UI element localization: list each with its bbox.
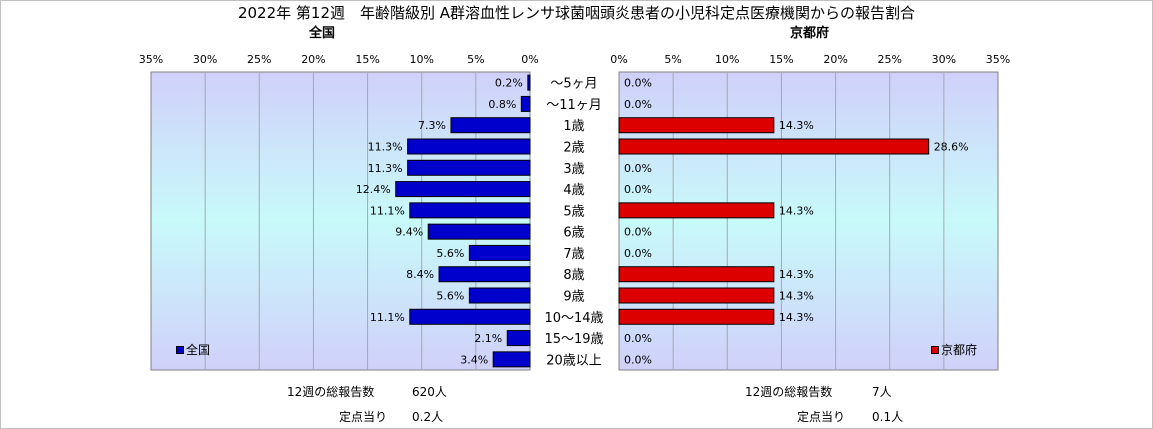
- category-label: 6歳: [563, 226, 584, 241]
- kyoto-per-site-value: 0.1人: [872, 410, 904, 424]
- category-label: 1歳: [563, 119, 584, 134]
- category-label: 4歳: [563, 183, 584, 198]
- kyoto-data-label: 28.6%: [934, 141, 969, 154]
- national-bar: [438, 266, 531, 283]
- category-label: 20歳以上: [546, 353, 602, 368]
- national-data-label: 5.6%: [436, 290, 464, 303]
- category-label: ～5ヶ月: [550, 77, 597, 92]
- kyoto-total-label: 12週の総報告数: [745, 385, 833, 399]
- national-bar: [407, 159, 531, 176]
- national-bar: [506, 330, 531, 347]
- national-tick-label: 5%: [467, 53, 484, 66]
- national-data-label: 0.2%: [495, 77, 523, 90]
- national-bar: [492, 351, 531, 368]
- national-total-value: 620人: [412, 385, 447, 399]
- category-label: 2歳: [563, 141, 584, 156]
- kyoto-tick-label: 30%: [932, 53, 956, 66]
- kyoto-data-label: 0.0%: [624, 183, 652, 196]
- national-legend-swatch: [176, 345, 184, 354]
- national-tick-label: 30%: [193, 53, 217, 66]
- national-data-label: 12.4%: [356, 183, 391, 196]
- kyoto-data-label: 0.0%: [624, 98, 652, 111]
- kyoto-data-label: 0.0%: [624, 77, 652, 90]
- kyoto-data-label: 0.0%: [624, 226, 652, 239]
- kyoto-bar: [618, 138, 930, 155]
- national-bar: [395, 181, 531, 198]
- national-plot-area: [150, 71, 531, 371]
- category-label: 3歳: [563, 162, 584, 177]
- national-bar: [407, 138, 531, 155]
- national-legend-label: 全国: [186, 343, 211, 357]
- kyoto-tick-label: 35%: [986, 53, 1010, 66]
- kyoto-tick-label: 5%: [664, 53, 681, 66]
- national-data-label: 11.1%: [370, 311, 405, 324]
- national-tick-label: 15%: [355, 53, 379, 66]
- kyoto-data-label: 14.3%: [779, 204, 814, 217]
- national-data-label: 3.4%: [460, 353, 488, 366]
- kyoto-data-label: 14.3%: [779, 119, 814, 132]
- national-data-label: 9.4%: [395, 226, 423, 239]
- national-per-site-value: 0.2人: [412, 410, 444, 424]
- kyoto-bar: [618, 287, 775, 304]
- national-data-label: 0.8%: [488, 98, 516, 111]
- national-tick-label: 35%: [139, 53, 163, 66]
- kyoto-data-label: 14.3%: [779, 290, 814, 303]
- kyoto-tick-label: 10%: [715, 53, 739, 66]
- national-data-label: 5.6%: [436, 247, 464, 260]
- kyoto-legend-label: 京都府: [941, 343, 978, 357]
- national-tick-label: 25%: [247, 53, 271, 66]
- kyoto-total-value: 7人: [872, 385, 892, 399]
- category-label: 8歳: [563, 268, 584, 283]
- kyoto-tick-label: 0%: [610, 53, 627, 66]
- kyoto-tick-label: 20%: [823, 53, 847, 66]
- national-tick-label: 10%: [409, 53, 433, 66]
- kyoto-legend: 京都府: [931, 341, 977, 358]
- kyoto-data-label: 0.0%: [624, 162, 652, 175]
- national-per-site-label: 定点当り: [339, 410, 388, 424]
- kyoto-data-label: 14.3%: [779, 268, 814, 281]
- kyoto-bar: [618, 202, 775, 219]
- kyoto-tick-label: 25%: [877, 53, 901, 66]
- kyoto-plot-area: [618, 71, 999, 371]
- national-bar: [527, 74, 531, 91]
- kyoto-bar: [618, 117, 775, 134]
- category-label: 9歳: [563, 290, 584, 305]
- national-bar: [468, 287, 531, 304]
- category-label: 7歳: [563, 247, 584, 262]
- national-bar: [409, 308, 531, 325]
- chart-title: 2022年 第12週 年齢階級別 A群溶血性レンサ球菌咽頭炎患者の小児科定点医療…: [237, 4, 916, 22]
- national-data-label: 7.3%: [418, 119, 446, 132]
- kyoto-data-label: 0.0%: [624, 332, 652, 345]
- national-data-label: 8.4%: [406, 268, 434, 281]
- national-tick-label: 0%: [521, 53, 538, 66]
- kyoto-bar: [618, 308, 775, 325]
- category-label: 10～14歳: [544, 311, 603, 326]
- kyoto-data-label: 14.3%: [779, 311, 814, 324]
- national-bar: [450, 117, 531, 134]
- national-data-label: 2.1%: [474, 332, 502, 345]
- national-data-label: 11.3%: [368, 141, 403, 154]
- category-label: 5歳: [563, 204, 584, 219]
- national-bar: [468, 244, 531, 261]
- kyoto-per-site-label: 定点当り: [797, 410, 846, 424]
- national-total-label: 12週の総報告数: [287, 385, 375, 399]
- national-bar: [427, 223, 531, 240]
- national-data-label: 11.1%: [370, 204, 405, 217]
- kyoto-legend-swatch: [931, 345, 939, 354]
- national-tick-label: 20%: [301, 53, 325, 66]
- national-bar: [409, 202, 531, 219]
- kyoto-panel-title: 京都府: [790, 26, 830, 41]
- national-data-label: 11.3%: [368, 162, 403, 175]
- category-label: ～11ヶ月: [546, 98, 602, 113]
- kyoto-data-label: 0.0%: [624, 353, 652, 366]
- national-bar: [520, 95, 531, 112]
- category-label: 15～19歳: [544, 332, 603, 347]
- national-legend: 全国: [176, 341, 210, 358]
- kyoto-data-label: 0.0%: [624, 247, 652, 260]
- kyoto-tick-label: 15%: [769, 53, 793, 66]
- national-panel-title: 全国: [309, 26, 336, 41]
- kyoto-bar: [618, 266, 775, 283]
